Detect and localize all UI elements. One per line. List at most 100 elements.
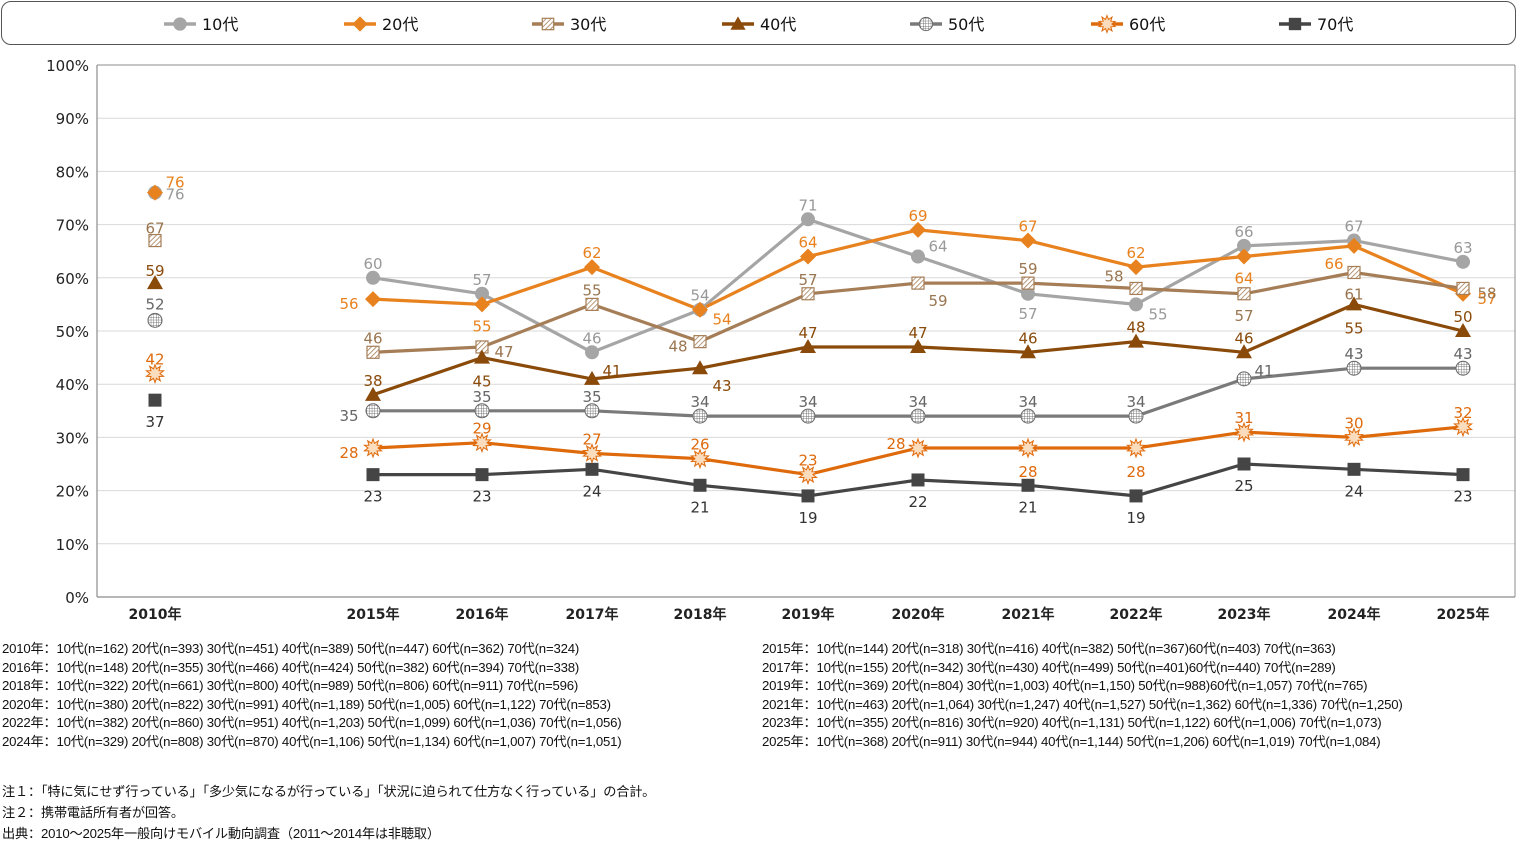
- marker-starburst: [471, 432, 493, 454]
- x-tick-label: 2010年: [129, 606, 182, 623]
- data-label: 19: [798, 509, 817, 527]
- data-label: 46: [1234, 329, 1253, 347]
- data-label: 64: [798, 234, 817, 252]
- legend-label: 60代: [1129, 15, 1165, 34]
- data-label: 28: [1018, 463, 1037, 481]
- marker-starburst: [581, 442, 603, 464]
- marker-circle: [366, 270, 380, 285]
- data-label: 24: [1344, 482, 1363, 500]
- x-tick-label: 2015年: [347, 606, 400, 623]
- data-label: 59: [145, 262, 164, 280]
- data-label: 24: [582, 482, 601, 500]
- data-label: 57: [1018, 305, 1037, 323]
- data-label: 58: [1104, 267, 1123, 285]
- marker-triangle: [730, 16, 746, 30]
- data-label: 55: [582, 281, 601, 299]
- data-label: 55: [472, 317, 491, 335]
- legend-label: 70代: [1317, 15, 1353, 34]
- data-label: 69: [908, 207, 927, 225]
- data-label: 30: [1344, 414, 1363, 432]
- y-tick-label: 80%: [56, 163, 89, 181]
- marker-grid-circle: [1455, 360, 1471, 376]
- data-label: 76: [165, 186, 184, 204]
- data-label: 43: [712, 377, 731, 395]
- sample-size-line: 2020年：10代(n=380) 20代(n=822) 30代(n=991) 4…: [2, 696, 611, 712]
- marker-square: [911, 473, 925, 487]
- marker-square: [1456, 468, 1470, 482]
- data-label: 50: [1453, 308, 1472, 326]
- marker-hatched-square: [1237, 287, 1251, 301]
- data-label: 67: [1344, 218, 1363, 236]
- data-label: 28: [339, 444, 358, 462]
- marker-hatched-square: [585, 297, 599, 311]
- x-tick-label: 2020年: [892, 606, 945, 623]
- marker-grid-circle: [910, 408, 926, 424]
- marker-square: [1288, 17, 1302, 31]
- x-tick-label: 2017年: [566, 606, 619, 623]
- footnote-2: 注２：携帯電話所有者が回答。: [2, 805, 184, 820]
- sample-size-line: 2018年：10代(n=322) 20代(n=661) 30代(n=800) 4…: [2, 678, 579, 694]
- sample-size-line: 2017年：10代(n=155) 20代(n=342) 30代(n=430) 4…: [762, 659, 1336, 675]
- axes: [96, 64, 1516, 598]
- marker-starburst: [797, 464, 819, 486]
- x-tick-label: 2018年: [674, 606, 727, 623]
- legend-item: 60代: [1091, 14, 1165, 34]
- data-label: 76: [165, 174, 184, 192]
- data-label: 48: [1126, 319, 1145, 337]
- marker-grid-circle: [1128, 408, 1144, 424]
- marker-circle: [1021, 286, 1035, 301]
- data-label: 25: [1234, 477, 1253, 495]
- data-label: 34: [798, 393, 817, 411]
- data-label: 46: [582, 329, 601, 347]
- marker-starburst: [362, 437, 384, 459]
- marker-triangle: [800, 338, 816, 353]
- source-note: 出典：2010〜2025年一般向けモバイル動向調査（2011〜2014年は非聴取…: [2, 826, 440, 841]
- data-label: 57: [472, 271, 491, 289]
- data-label: 27: [582, 430, 601, 448]
- marker-square: [1347, 462, 1361, 476]
- marker-starburst: [1233, 421, 1255, 443]
- x-tick-label: 2025年: [1437, 606, 1490, 623]
- data-label: 61: [1344, 285, 1363, 303]
- sample-sizes-left: 2010年：10代(n=162) 20代(n=393) 30代(n=451) 4…: [2, 640, 622, 752]
- data-label: 67: [1018, 218, 1037, 236]
- marker-triangle: [584, 370, 600, 385]
- marker-hatched-square: [1347, 265, 1361, 280]
- data-label: 48: [668, 338, 687, 356]
- marker-diamond: [800, 248, 816, 265]
- y-tick-label: 40%: [56, 376, 89, 394]
- data-label: 43: [1344, 345, 1363, 363]
- y-tick-label: 90%: [56, 110, 89, 128]
- legend-label: 40代: [760, 15, 796, 34]
- data-label: 32: [1453, 404, 1472, 422]
- legend-label: 30代: [570, 15, 606, 34]
- marker-triangle: [910, 338, 926, 353]
- data-label: 57: [1477, 290, 1496, 308]
- sample-size-line: 2016年：10代(n=148) 20代(n=355) 30代(n=466) 4…: [2, 659, 580, 675]
- marker-circle: [1456, 254, 1470, 269]
- data-label: 52: [145, 295, 164, 313]
- x-tick-label: 2016年: [456, 606, 509, 623]
- y-tick-label: 50%: [56, 323, 89, 341]
- marker-diamond: [1346, 237, 1362, 254]
- marker-hatched-square: [693, 335, 707, 349]
- series-markers: [144, 184, 1474, 503]
- data-label: 29: [472, 420, 491, 438]
- data-label: 59: [1018, 260, 1037, 278]
- line-chart: 10代 20代 30代 40代 50代 60代 70代 0% 10% 20% 30% 40% 50% 6…: [46, 14, 1516, 623]
- marker-triangle: [365, 386, 381, 401]
- marker-square: [148, 393, 162, 407]
- legend-label: 10代: [202, 15, 238, 34]
- y-tick-label: 20%: [56, 483, 89, 501]
- sample-size-line: 2021年：10代(n=463) 20代(n=1,064) 30代(n=1,24…: [762, 696, 1403, 712]
- marker-hatched-square: [1021, 276, 1035, 290]
- marker-starburst: [1343, 426, 1365, 448]
- data-label: 21: [1018, 498, 1037, 516]
- legend-label: 20代: [382, 15, 418, 34]
- marker-starburst: [907, 437, 929, 459]
- marker-hatched-square: [1456, 281, 1470, 296]
- marker-starburst: [144, 363, 166, 385]
- marker-triangle: [692, 360, 708, 375]
- marker-hatched-square: [801, 287, 815, 301]
- data-label: 35: [339, 407, 358, 425]
